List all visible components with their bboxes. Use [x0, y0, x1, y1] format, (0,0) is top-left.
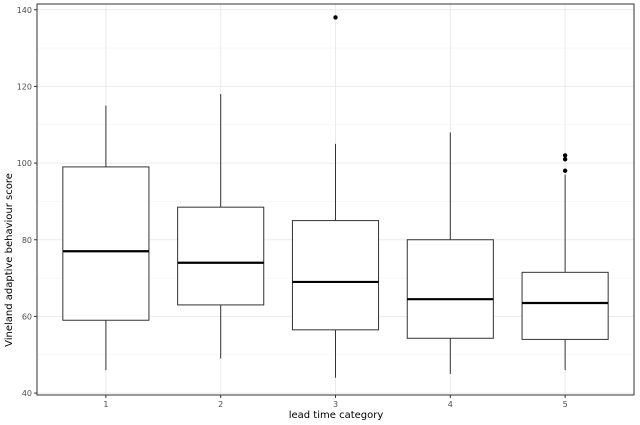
box-group	[62, 105, 150, 371]
outlier-point	[562, 157, 568, 162]
outlier-point	[333, 15, 338, 20]
y-axis-title: Vineland adaptive behaviour score	[4, 173, 15, 347]
y-tick-label: 40	[22, 389, 32, 398]
box-iqr	[177, 206, 265, 306]
x-tick-label: 4	[448, 400, 453, 409]
x-tick-label: 1	[103, 400, 108, 409]
box-iqr	[406, 239, 494, 339]
panel-border	[36, 3, 635, 396]
box-group	[177, 94, 265, 359]
y-tick-label: 60	[22, 312, 32, 321]
y-tick-label: 100	[17, 159, 32, 168]
box-group	[521, 153, 609, 371]
box-iqr	[291, 220, 380, 331]
x-axis-title: lead time category	[289, 410, 384, 421]
x-tick-label: 3	[333, 400, 338, 409]
outlier-point	[562, 153, 568, 158]
y-tick-label: 120	[17, 82, 32, 91]
x-tick-label: 5	[563, 400, 568, 409]
box-iqr	[521, 271, 609, 340]
x-tick-label: 2	[218, 400, 223, 409]
box-group	[291, 15, 380, 378]
outlier-point	[562, 168, 568, 173]
y-tick-label: 80	[22, 236, 32, 245]
y-tick-label: 140	[17, 6, 32, 15]
box-group	[406, 132, 494, 374]
box-series	[62, 15, 609, 378]
box-iqr	[62, 166, 150, 321]
